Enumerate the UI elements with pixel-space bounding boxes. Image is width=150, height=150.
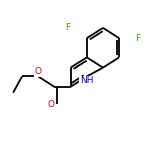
Text: F: F [135,34,141,43]
Text: NH: NH [80,76,94,85]
Text: F: F [65,23,71,32]
Text: O: O [47,100,54,109]
Text: O: O [35,68,42,76]
